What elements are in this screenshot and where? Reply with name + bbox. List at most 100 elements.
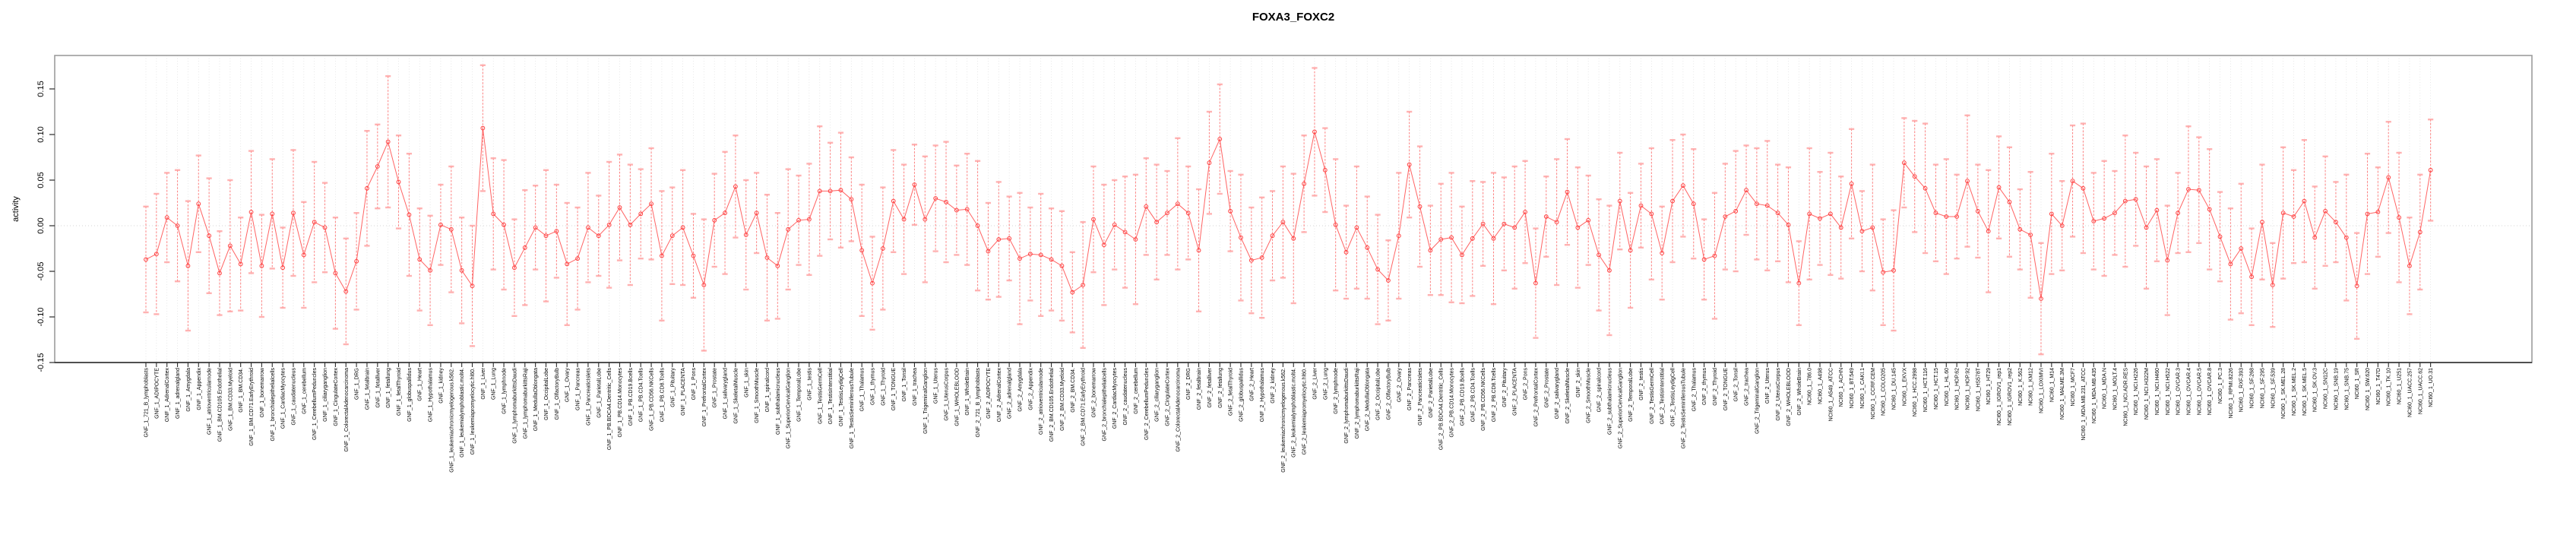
x-tick-label: GNF_2_CardiacMyocytes <box>1112 368 1118 429</box>
data-point-marker <box>1533 280 1538 286</box>
data-point-marker <box>2049 211 2054 217</box>
x-tick-label: GNF_1_TemporalLobe <box>797 368 802 422</box>
x-tick-label: GNF_1_PB.CD14.Monocytes <box>618 368 623 438</box>
x-tick-label: NCI60_1_K.562 <box>2018 368 2024 406</box>
x-tick-label: GNF_2_BM.CD34. <box>1071 368 1076 413</box>
x-tick-label: GNF_1_PB.CD8.Tcells <box>660 368 665 423</box>
data-point-marker <box>354 258 359 264</box>
data-point-marker <box>849 197 854 202</box>
data-point-marker <box>1154 220 1160 225</box>
x-tick-label: GNF_2_fetalThyroid <box>1229 368 1234 416</box>
data-point-marker <box>448 226 454 232</box>
x-tick-label: GNF_1_AdrenalCortex <box>165 368 170 423</box>
data-point-marker <box>153 252 159 257</box>
x-tick-label: GNF_1_Ovary <box>565 368 571 403</box>
data-point-marker <box>1670 198 1675 204</box>
x-tick-label: NCI60_1_OVCAR.5 <box>2197 368 2202 415</box>
x-tick-label: NCI60_1_HCC.2998 <box>1913 368 1918 416</box>
x-tick-label: GNF_1_bronchialepithelialcells <box>271 368 276 442</box>
chart-title: FOXA3_FOXC2 <box>1252 11 1334 24</box>
data-point-marker <box>291 211 296 216</box>
x-tick-label: NCI60_1_HL.60 <box>1945 368 1950 406</box>
x-tick-label: GNF_2_PancreaticIslets <box>1418 368 1423 426</box>
data-point-marker <box>1849 181 1854 186</box>
data-point-marker <box>259 263 264 268</box>
x-tick-label: GNF_2_PLACENTA <box>1513 368 1518 416</box>
data-point-marker <box>2270 283 2275 287</box>
x-tick-label: GNF_1_WHOLEBLOOD <box>954 368 960 426</box>
x-tick-label: NCI60_1_NCI.H226 <box>2134 368 2139 415</box>
data-point-marker <box>312 220 317 225</box>
data-point-marker <box>2144 225 2149 230</box>
data-point-marker <box>1248 258 1254 263</box>
data-point-marker <box>1460 252 1464 258</box>
x-tick-label: GNF_1_kidney <box>438 368 444 404</box>
x-tick-label: GNF_2_TrigeminalGanglion <box>1755 368 1760 434</box>
data-point-marker <box>1217 137 1223 141</box>
data-point-marker <box>901 217 907 222</box>
x-tick-label: NCI60_1_A549_ATCC <box>1828 368 1834 421</box>
data-point-marker <box>880 246 885 251</box>
x-tick-label: GNF_2_ADIPOCYTE <box>986 368 992 419</box>
data-point-marker <box>2059 223 2065 228</box>
data-point-marker <box>1786 222 1791 227</box>
x-tick-label: NCI60_1_MOLT.4 <box>2112 368 2118 410</box>
data-point-marker <box>2122 198 2128 204</box>
x-tick-label: GNF_1_TestisGermCell <box>818 368 823 424</box>
x-tick-label: GNF_1_Lung <box>492 368 497 400</box>
data-point-marker <box>2260 220 2264 225</box>
data-point-marker <box>144 257 148 262</box>
x-tick-label: GNF_1_DRG <box>355 368 360 400</box>
x-tick-label: GNF_1_PB.BDCA4.Dentritic_Cells <box>607 368 612 451</box>
x-tick-label: NCI60_1_IGROV1_rep2 <box>2008 368 2013 426</box>
x-tick-label: GNF_1_PancreaticIslets <box>586 368 591 426</box>
x-tick-label: GNF_2_globuspallidus <box>1239 368 1244 422</box>
x-tick-label: GNF_2_Ovary <box>1397 368 1402 403</box>
data-point-marker <box>754 211 759 216</box>
x-tick-label: GNF_1_BM.CD34. <box>239 368 244 413</box>
data-point-marker <box>786 226 791 232</box>
x-tick-label: GNF_2_fetalliver <box>1207 367 1213 407</box>
data-point-marker <box>944 199 948 204</box>
x-tick-label: GNF_1_lymphomaburkittsDaudi <box>512 368 517 444</box>
x-tick-label: GNF_2_PB.CD8.Tcells <box>1492 368 1497 423</box>
data-point-marker <box>238 261 243 267</box>
x-tick-label: GNF_2_Appendix <box>1028 368 1033 410</box>
x-tick-label: GNF_1_lymphnode <box>502 368 508 414</box>
data-point-marker <box>2133 197 2138 202</box>
data-point-marker <box>2239 246 2244 251</box>
x-tick-label: GNF_2_AdrenalCortex <box>997 368 1002 423</box>
x-tick-label: GNF_1_SmoothMuscle <box>755 368 760 423</box>
x-tick-label: GNF_2_lymphnode <box>1334 368 1339 414</box>
data-point-marker <box>2070 179 2075 184</box>
data-point-marker <box>1081 283 1086 287</box>
x-tick-label: GNF_1_ciliaryganglion <box>323 368 328 422</box>
data-point-marker <box>1764 203 1770 208</box>
x-tick-label: NCI60_1_HOP.62 <box>1955 368 1960 410</box>
data-point-marker <box>1944 214 1949 219</box>
data-point-marker <box>2154 207 2160 213</box>
x-tick-label: GNF_2_BM.CD33.Myeloid <box>1060 368 1065 431</box>
x-tick-label: NCI60_1_SK.OV.3 <box>2313 368 2318 412</box>
x-tick-label: GNF_2_Pituitary <box>1502 368 1508 407</box>
x-tick-label: GNF_1_bonemarrow <box>260 367 265 417</box>
x-tick-label: GNF_2_TestisSeminiferousTubule <box>1681 368 1686 448</box>
data-point-marker <box>2217 234 2223 239</box>
x-tick-label: GNF_2_salivarygland <box>1555 368 1560 419</box>
data-point-marker <box>806 217 812 222</box>
data-point-marker <box>796 217 801 223</box>
x-tick-label: GNF_2_OlfactoryBulb <box>1386 368 1391 420</box>
x-tick-label: GNF_2_fetallung <box>1218 368 1223 408</box>
data-point-marker <box>217 271 222 276</box>
x-tick-label: GNF_2_atrioventricularnode <box>1039 368 1044 435</box>
data-point-marker <box>1986 229 1991 234</box>
x-tick-label: GNF_1_SkeletalMuscle <box>733 368 739 424</box>
y-tick-label: 0.00 <box>36 217 46 233</box>
x-tick-label: GNF_2_Thyroid <box>1713 368 1718 406</box>
x-tick-label: GNF_1_globuspallidus <box>407 368 413 422</box>
x-tick-label: GNF_2_TemporalLobe <box>1628 368 1634 422</box>
x-tick-label: GNF_2_ColorectalAdenocarcinoma <box>1176 368 1181 452</box>
data-point-marker <box>1322 167 1328 173</box>
x-tick-label: GNF_1_PB.CD56.NKCells <box>650 368 655 431</box>
